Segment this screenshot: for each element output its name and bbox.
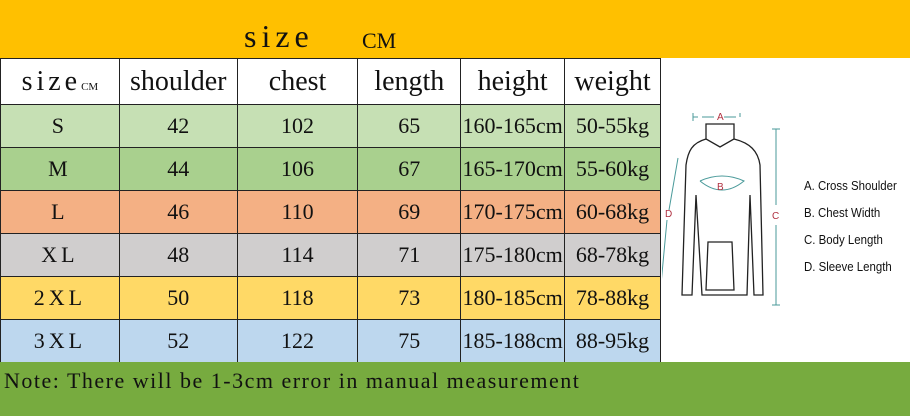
cell-shoulder: 52 <box>118 319 238 363</box>
cell-height: 180-185cm <box>460 276 566 320</box>
cell-shoulder: 44 <box>118 147 238 191</box>
hoodie-icon: A B C D <box>662 112 780 306</box>
legend-item: C. Body Length <box>804 232 883 247</box>
cell-chest: 106 <box>236 147 359 191</box>
note-text: Note: There will be 1-3cm error in manua… <box>4 368 581 393</box>
cell-weight: 68-78kg <box>564 233 661 277</box>
cell-weight: 50-55kg <box>564 104 661 148</box>
cell-chest: 102 <box>236 104 359 148</box>
legend-item: D. Sleeve Length <box>804 259 892 274</box>
cell-chest: 118 <box>236 276 359 320</box>
table-row: L 46 110 69 170-175cm 60-68kg <box>0 190 661 234</box>
header-shoulder: shoulder <box>118 58 238 105</box>
cell-shoulder: 50 <box>118 276 238 320</box>
table-row: 2XL 50 118 73 180-185cm 78-88kg <box>0 276 661 320</box>
cell-size: 3XL <box>0 319 120 363</box>
cell-height: 165-170cm <box>460 147 566 191</box>
cell-size: M <box>0 147 120 191</box>
measurement-legend: A. Cross Shoulder B. Chest Width C. Body… <box>804 172 897 280</box>
header-height: height <box>460 58 566 105</box>
cell-length: 71 <box>357 233 462 277</box>
cell-weight: 78-88kg <box>564 276 661 320</box>
header-unit: CM <box>81 80 99 93</box>
header-row: sizeCM shoulder chest length height weig… <box>0 58 661 105</box>
legend-item: A. Cross Shoulder <box>804 178 897 193</box>
cell-height: 175-180cm <box>460 233 566 277</box>
cell-weight: 60-68kg <box>564 190 661 234</box>
label-c: C <box>772 211 779 222</box>
cell-length: 67 <box>357 147 462 191</box>
cell-height: 160-165cm <box>460 104 566 148</box>
cell-size: XL <box>0 233 120 277</box>
table-row: XL 48 114 71 175-180cm 68-78kg <box>0 233 661 277</box>
label-a: A <box>717 112 724 123</box>
size-table: sizeCM shoulder chest length height weig… <box>0 58 661 363</box>
cell-weight: 88-95kg <box>564 319 661 363</box>
title-banner: size CM <box>0 0 910 58</box>
table-row: S 42 102 65 160-165cm 50-55kg <box>0 104 661 148</box>
cell-weight: 55-60kg <box>564 147 661 191</box>
cell-size: 2XL <box>0 276 120 320</box>
cell-size: S <box>0 104 120 148</box>
cell-length: 65 <box>357 104 462 148</box>
cell-chest: 110 <box>236 190 359 234</box>
header-size-label: size <box>21 65 82 97</box>
cell-shoulder: 48 <box>118 233 238 277</box>
cell-chest: 114 <box>236 233 359 277</box>
label-d: D <box>665 209 672 220</box>
cell-shoulder: 42 <box>118 104 238 148</box>
banner-unit: CM <box>362 28 397 53</box>
cell-shoulder: 46 <box>118 190 238 234</box>
banner-title: size <box>244 18 314 54</box>
table-row: 3XL 52 122 75 185-188cm 88-95kg <box>0 319 661 363</box>
table-row: M 44 106 67 165-170cm 55-60kg <box>0 147 661 191</box>
cell-chest: 122 <box>236 319 359 363</box>
header-weight: weight <box>564 58 661 105</box>
cell-height: 170-175cm <box>460 190 566 234</box>
cell-length: 75 <box>357 319 462 363</box>
footer-note: Note: There will be 1-3cm error in manua… <box>0 362 910 416</box>
cell-height: 185-188cm <box>460 319 566 363</box>
label-b: B <box>717 182 724 193</box>
header-size: sizeCM <box>0 58 120 105</box>
header-length: length <box>357 58 462 105</box>
cell-size: L <box>0 190 120 234</box>
legend-item: B. Chest Width <box>804 205 881 220</box>
cell-length: 73 <box>357 276 462 320</box>
header-chest: chest <box>236 58 359 105</box>
cell-length: 69 <box>357 190 462 234</box>
